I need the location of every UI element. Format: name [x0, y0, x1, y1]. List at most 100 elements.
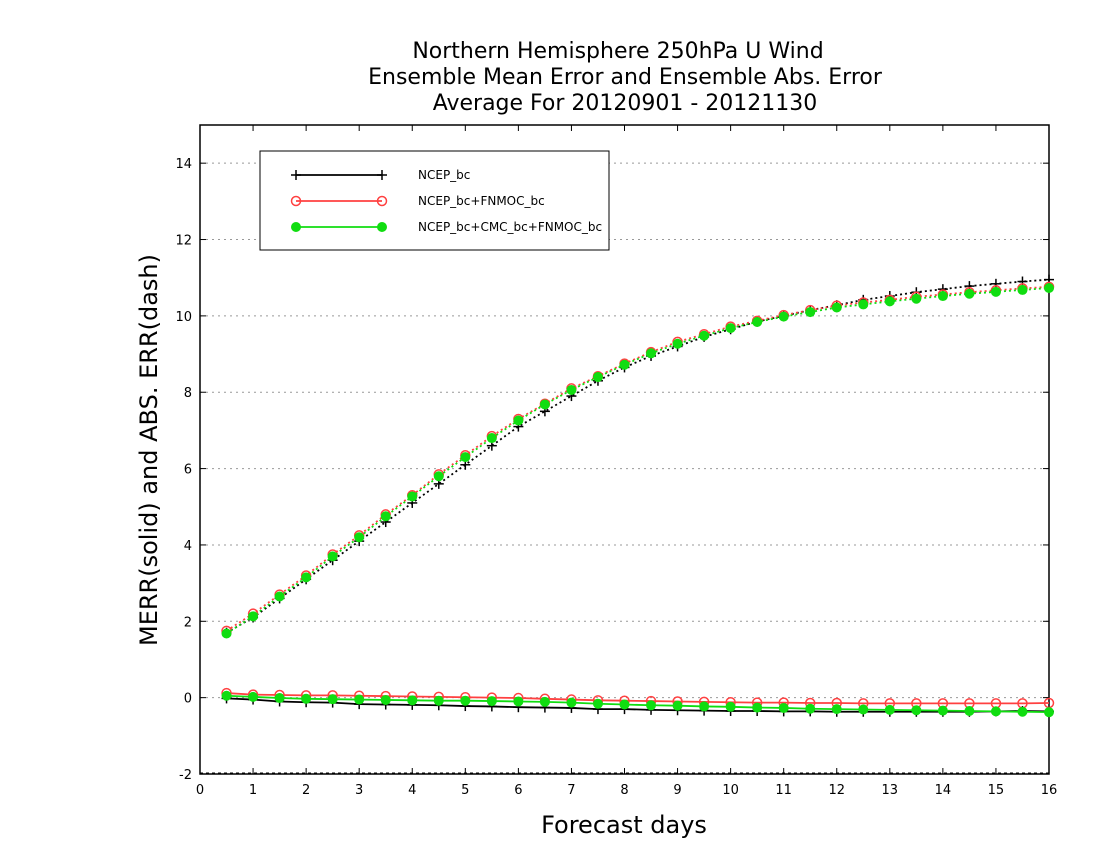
mean-err-line: [226, 692, 1050, 705]
mean-err-point: [725, 701, 736, 712]
mean-err-point: [752, 702, 763, 713]
x-tick-label: 6: [514, 783, 522, 798]
abs-err-point: [407, 491, 418, 502]
abs-err-point: [858, 299, 869, 310]
abs-err-point: [513, 415, 524, 426]
abs-err-point: [911, 293, 922, 304]
abs-err-point: [964, 288, 975, 299]
y-tick-label: 8: [184, 386, 192, 401]
x-tick-label: 0: [196, 783, 204, 798]
abs-err-point: [486, 433, 497, 444]
legend-marker: [291, 222, 301, 232]
abs-err-point: [380, 511, 391, 522]
abs-err-point: [778, 311, 789, 322]
abs-err-point: [990, 286, 1001, 297]
abs-err-line: [226, 278, 1050, 634]
y-axis-label: MERR(solid) and ABS. ERR(dash): [135, 254, 163, 646]
x-tick-label: 5: [461, 783, 469, 798]
x-tick-label: 7: [567, 783, 575, 798]
abs-err-point: [805, 307, 816, 318]
abs-err-point: [301, 572, 312, 583]
legend: NCEP_bc NCEP_bc+FNMOC_bc NCEP_bc+CMC_bc+FN…: [259, 150, 610, 251]
mean-err-point: [805, 703, 816, 714]
mean-err-point: [778, 702, 789, 713]
series-NCEP_bc+FNMOC_bc: [221, 281, 1055, 709]
x-tick-label: 1: [249, 783, 257, 798]
mean-err-point: [858, 704, 869, 715]
x-tick-label: 2: [302, 783, 310, 798]
abs-err-line: [226, 285, 1050, 632]
mean-err-point: [327, 694, 338, 705]
abs-err-point: [221, 628, 232, 639]
chart-title: Northern Hemisphere 250hPa U Wind Ensemb…: [368, 39, 883, 116]
x-tick-label: 15: [988, 783, 1005, 798]
abs-err-point: [884, 296, 895, 307]
y-tick-label: 10: [175, 310, 192, 325]
y-tick-label: 6: [184, 463, 192, 478]
abs-err-point: [592, 371, 603, 382]
y-tick-label: 12: [175, 234, 192, 249]
legend-item: NCEP_bc+FNMOC_bc: [290, 194, 545, 208]
abs-err-point: [327, 551, 338, 562]
mean-err-point: [566, 697, 577, 708]
x-tick-label: 14: [935, 783, 952, 798]
legend-marker: [290, 195, 302, 207]
legend-marker: [377, 170, 387, 180]
abs-err-point: [539, 399, 550, 410]
y-tick-label: 4: [184, 539, 192, 554]
chart-title-line-3: Average For 20120901 - 20121130: [433, 91, 818, 116]
mean-err-point: [964, 706, 975, 717]
abs-err-point: [1044, 283, 1054, 294]
x-axis: 0 1 2 3 4 5 6 7 8 9 10 11 12 13 14 15 16: [196, 125, 1057, 798]
mean-err-point: [513, 696, 524, 707]
mean-err-point: [1017, 706, 1028, 717]
mean-err-point: [884, 704, 895, 715]
mean-err-point: [486, 696, 497, 707]
mean-err-point: [646, 700, 657, 711]
abs-err-point: [831, 302, 842, 313]
legend-label: NCEP_bc+CMC_bc+FNMOC_bc: [418, 220, 602, 234]
mean-err-point: [699, 701, 710, 712]
x-tick-label: 12: [828, 783, 845, 798]
x-tick-label: 11: [775, 783, 792, 798]
abs-err-point: [699, 330, 710, 341]
y-tick-label: 14: [175, 157, 192, 172]
abs-err-point: [566, 384, 577, 395]
mean-err-point: [539, 696, 550, 707]
abs-err-point: [646, 348, 657, 359]
series-NCEP_bc: [221, 274, 1054, 717]
x-tick-label: 8: [620, 783, 628, 798]
mean-err-point: [619, 699, 630, 710]
gridlines: [200, 162, 1049, 774]
y-axis: -2 0 2 4 6 8 10 12 14: [175, 157, 1049, 783]
x-tick-label: 16: [1041, 783, 1058, 798]
abs-err-point: [460, 452, 471, 463]
abs-err-point: [433, 471, 444, 482]
abs-err-point: [672, 338, 683, 349]
mean-err-point: [221, 690, 232, 701]
mean-err-point: [301, 693, 312, 704]
y-tick-label: -2: [179, 768, 192, 783]
mean-err-point: [831, 704, 842, 715]
x-axis-label: Forecast days: [541, 811, 707, 839]
mean-err-point: [354, 694, 365, 705]
abs-err-point: [752, 316, 763, 327]
y-tick-label: 0: [184, 692, 192, 707]
legend-label: NCEP_bc: [418, 168, 470, 182]
mean-err-point: [274, 693, 285, 704]
mean-err-point: [380, 694, 391, 705]
legend-marker: [291, 170, 301, 180]
chart-title-line-1: Northern Hemisphere 250hPa U Wind: [412, 39, 823, 64]
mean-err-point: [433, 695, 444, 706]
abs-err-point: [274, 591, 285, 602]
abs-err-point: [725, 323, 736, 334]
legend-marker: [376, 195, 388, 207]
legend-label: NCEP_bc+FNMOC_bc: [418, 194, 545, 208]
mean-err-point: [407, 695, 418, 706]
legend-marker: [377, 222, 387, 232]
x-tick-label: 3: [355, 783, 363, 798]
x-tick-label: 13: [882, 783, 899, 798]
abs-err-point: [354, 532, 365, 543]
mean-err-point: [248, 691, 259, 702]
